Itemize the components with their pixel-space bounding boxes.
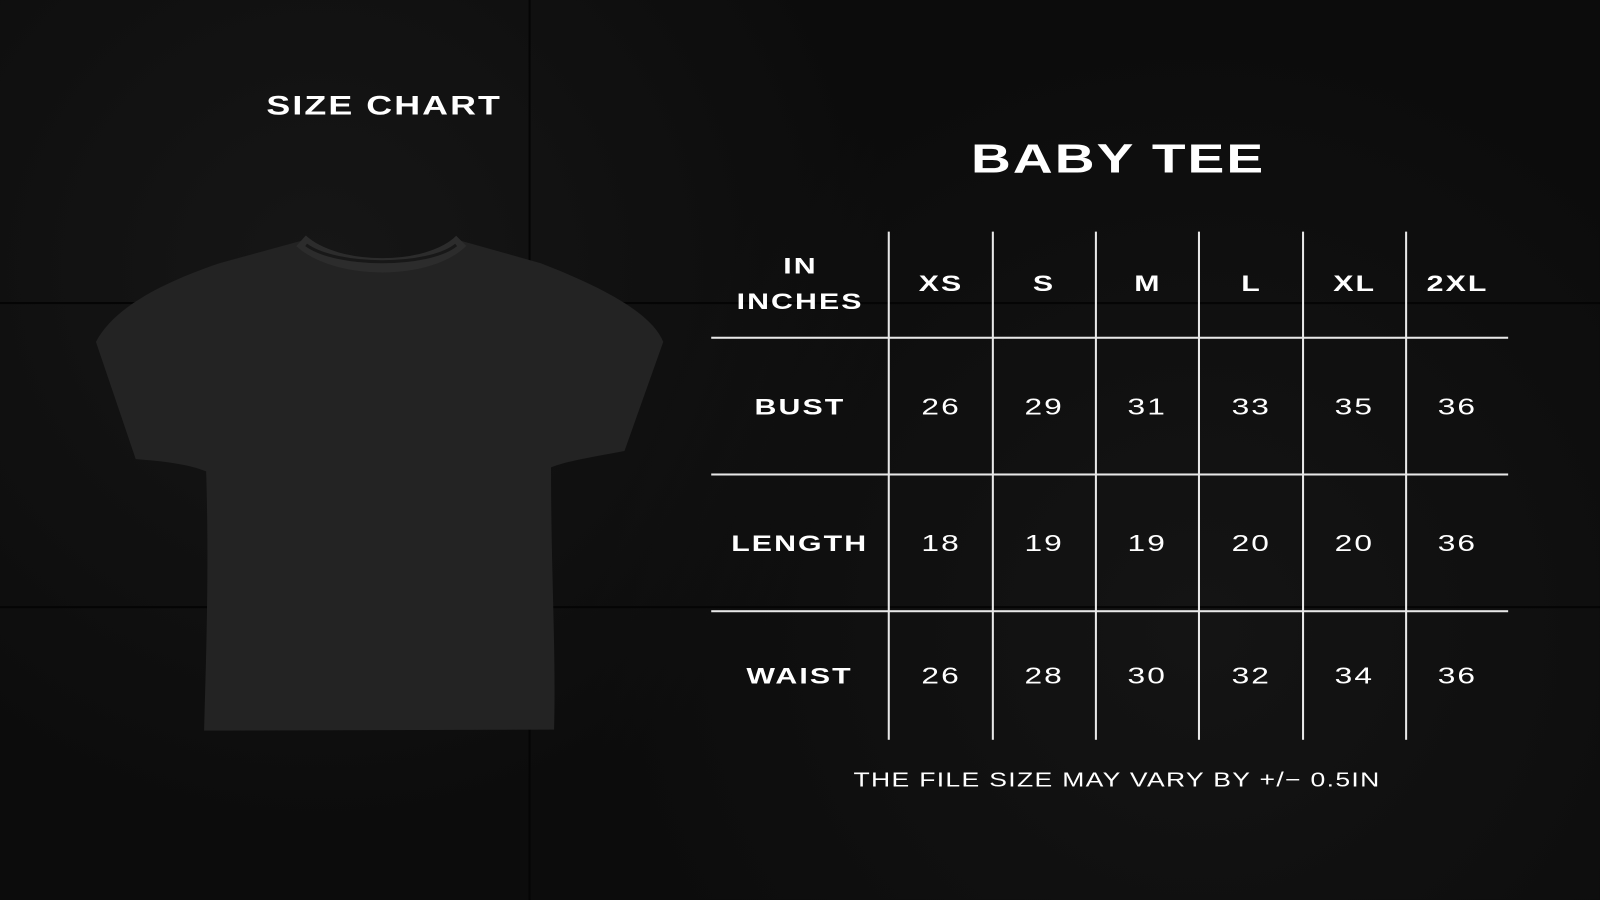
- size-header-l: L: [1199, 232, 1303, 334]
- table-divider: [1405, 231, 1408, 740]
- corner-label-line: INCHES: [736, 288, 864, 315]
- table-cell: 36: [1406, 611, 1508, 740]
- table-cell: 19: [1096, 474, 1199, 611]
- table-cell: 34: [1303, 611, 1406, 740]
- row-label-waist: WAIST: [711, 611, 889, 740]
- size-header-m: M: [1096, 232, 1199, 334]
- table-cell-value: 26: [921, 661, 961, 689]
- size-header-2xl: 2XL: [1406, 232, 1508, 334]
- table-cell: 33: [1199, 338, 1303, 475]
- table-cell: 26: [889, 611, 993, 740]
- table-cell-value: 20: [1231, 529, 1271, 556]
- size-header-text: M: [1133, 269, 1162, 296]
- table-cell-value: 34: [1334, 661, 1375, 689]
- tshirt-image: [95, 235, 664, 731]
- size-variance-note: THE FILE SIZE MAY VARY BY +/− 0.5IN: [755, 769, 1479, 792]
- size-variance-note-text: THE FILE SIZE MAY VARY BY +/− 0.5IN: [853, 769, 1381, 792]
- size-chart-heading-text: SIZE CHART: [265, 89, 502, 121]
- table-cell-value: 19: [1024, 529, 1065, 556]
- corner-unit-label: IN INCHES: [711, 245, 889, 323]
- table-cell-value: 36: [1437, 529, 1477, 556]
- table-divider: [1094, 231, 1097, 740]
- table-cell: 20: [1303, 474, 1406, 611]
- row-label-length: LENGTH: [711, 474, 889, 611]
- row-label-text: LENGTH: [731, 530, 869, 556]
- table-cell: 35: [1303, 338, 1406, 475]
- table-cell-value: 32: [1231, 661, 1271, 689]
- texture-seam: [0, 302, 1600, 305]
- row-label-text: WAIST: [746, 662, 854, 689]
- size-header-text: L: [1240, 269, 1262, 296]
- product-title: BABY TEE: [965, 137, 1271, 183]
- table-cell-value: 33: [1231, 392, 1271, 419]
- row-label-bust: BUST: [711, 338, 889, 475]
- row-label-text: BUST: [754, 393, 846, 419]
- table-cell-value: 18: [921, 529, 961, 556]
- size-header-text: 2XL: [1426, 269, 1489, 296]
- table-cell: 26: [889, 338, 993, 475]
- size-header-xl: XL: [1303, 232, 1406, 334]
- table-cell-value: 29: [1024, 392, 1065, 419]
- table-cell-value: 20: [1334, 529, 1375, 556]
- table-cell-value: 26: [921, 392, 961, 419]
- table-cell-value: 36: [1437, 392, 1477, 419]
- table-divider: [711, 336, 1509, 339]
- table-cell-value: 28: [1024, 661, 1065, 689]
- size-header-text: S: [1033, 269, 1056, 296]
- size-header-xs: XS: [889, 232, 993, 334]
- table-divider: [711, 610, 1509, 613]
- size-chart-heading: SIZE CHART: [254, 90, 513, 122]
- table-divider: [1302, 231, 1305, 740]
- tshirt-collar-inner: [305, 243, 458, 264]
- size-header-text: XS: [918, 269, 964, 296]
- table-divider: [887, 231, 890, 740]
- table-cell: 36: [1406, 474, 1508, 611]
- corner-label-line: IN: [782, 253, 818, 279]
- table-cell-value: 31: [1127, 392, 1168, 419]
- table-cell: 31: [1096, 338, 1199, 475]
- table-divider: [711, 473, 1509, 476]
- tshirt-body: [95, 240, 664, 731]
- table-cell: 30: [1096, 611, 1199, 740]
- table-cell-value: 36: [1437, 661, 1477, 689]
- table-divider: [1197, 231, 1200, 740]
- product-title-text: BABY TEE: [971, 136, 1266, 182]
- table-divider: [991, 231, 994, 740]
- table-cell: 32: [1199, 611, 1303, 740]
- table-cell: 36: [1406, 338, 1508, 475]
- table-cell-value: 30: [1127, 661, 1168, 689]
- table-cell: 20: [1199, 474, 1303, 611]
- texture-seam: [0, 606, 1600, 609]
- table-cell: 19: [993, 474, 1096, 611]
- size-header-text: XL: [1333, 269, 1377, 296]
- size-header-s: S: [993, 232, 1096, 334]
- table-cell-value: 35: [1334, 392, 1375, 419]
- table-cell: 28: [993, 611, 1096, 740]
- table-cell: 18: [889, 474, 993, 611]
- table-cell-value: 19: [1127, 529, 1168, 556]
- table-cell: 29: [993, 338, 1096, 475]
